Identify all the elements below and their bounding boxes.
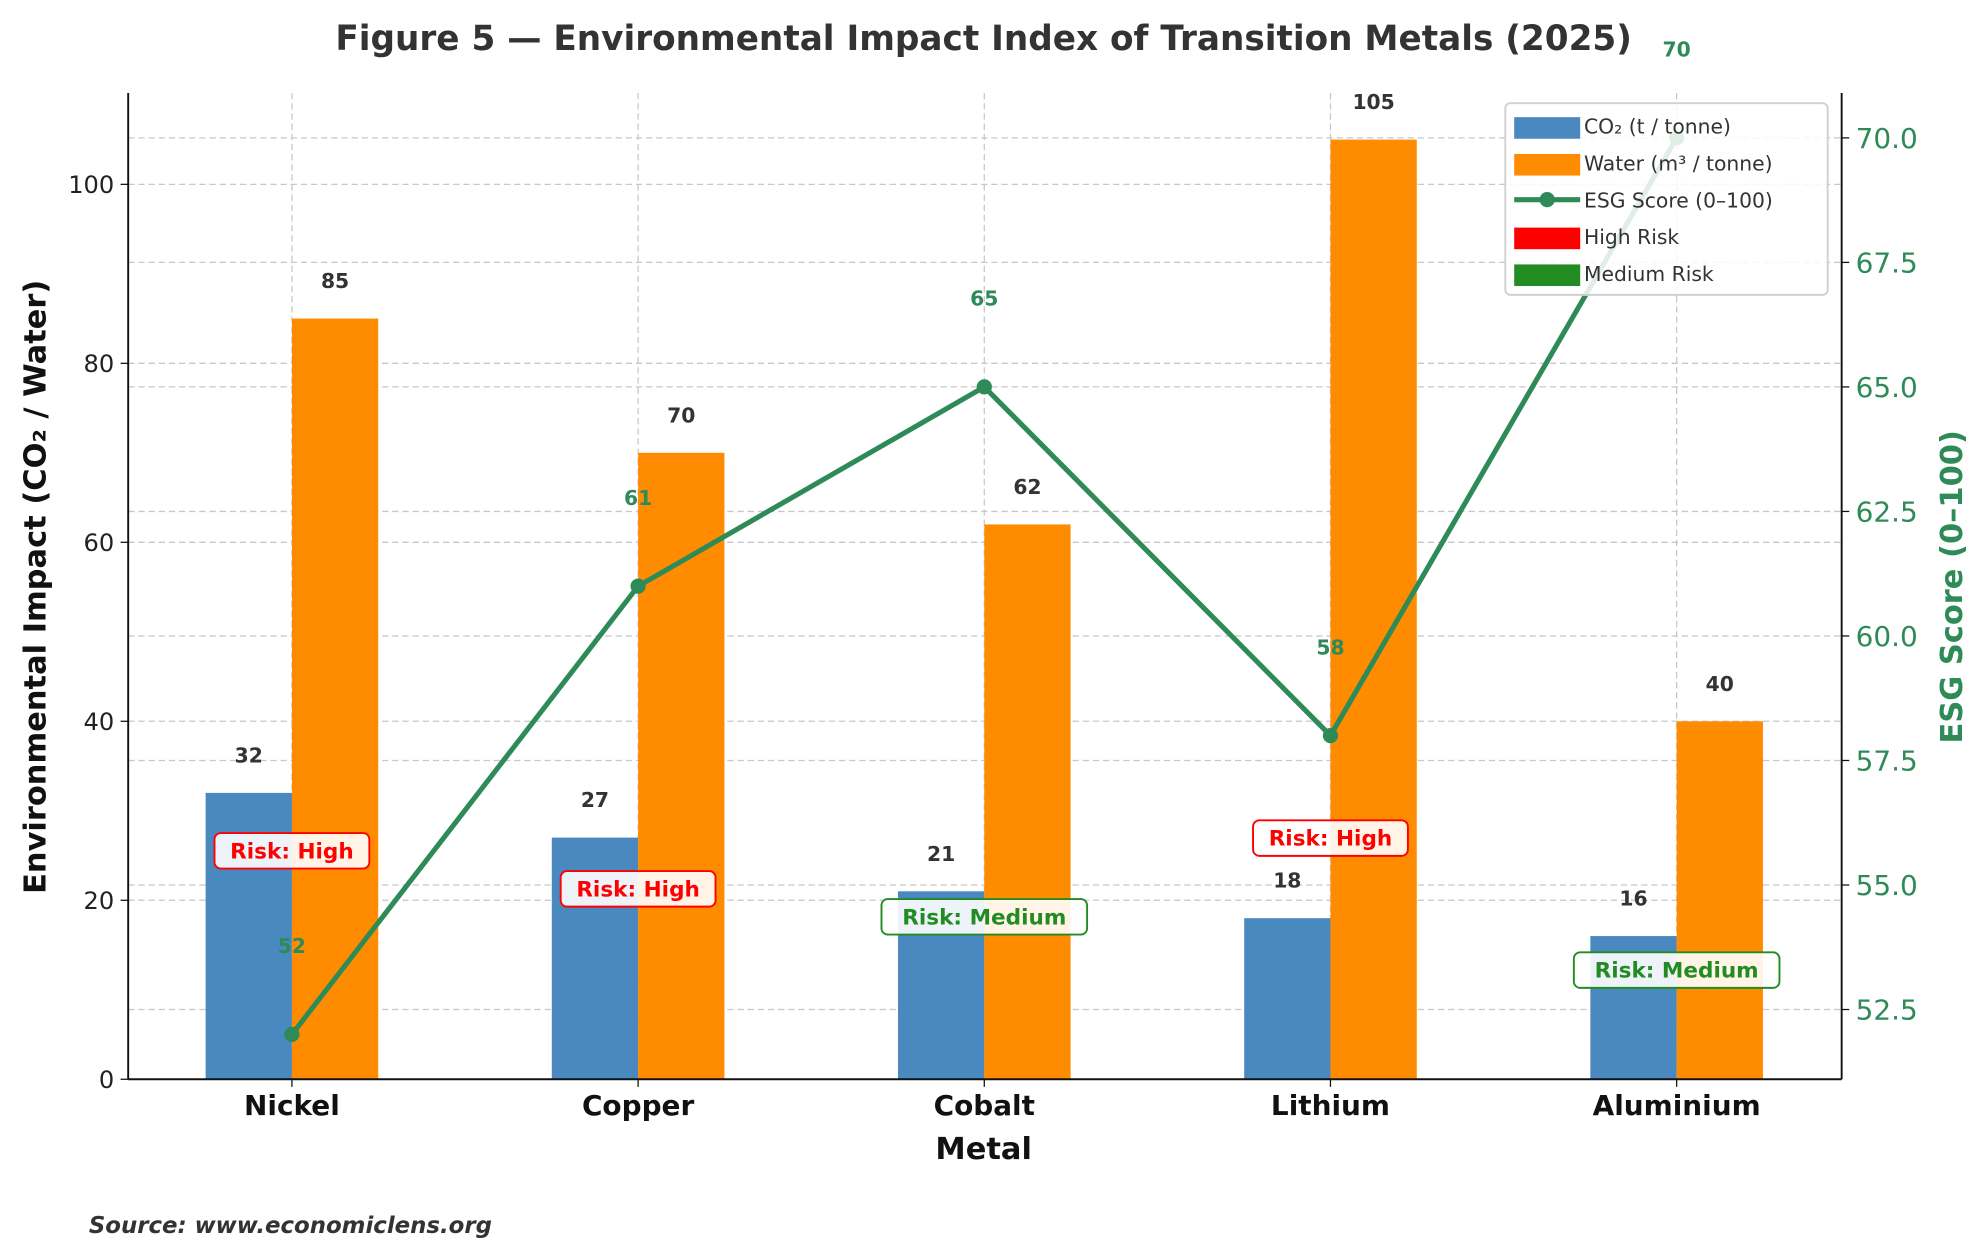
label-esg: 61 [624,486,652,510]
bar-water [291,318,379,1080]
legend-swatch [1514,117,1581,139]
risk-badge-box [880,898,1089,936]
y2-tick-label: 52.5 [1856,994,1918,1027]
label-co2: 27 [581,788,609,812]
legend-marker [1539,192,1555,208]
risk-badge-box [1572,951,1781,989]
label-water: 40 [1706,672,1734,696]
bar-co2 [1244,918,1331,1080]
risk-badge-label: Risk: Medium [902,905,1066,930]
risk-badge-box [559,870,717,908]
value-labels: 32 27 21 18 16 85 70 62 105 40 52 61 65 58 70 Risk: Hig… [213,38,1781,989]
legend-label: CO₂ (t / tonne) [1584,115,1731,139]
chart-title: Figure 5 — Environmental Impact Index of… [335,19,1632,59]
y2-axis-label: ESG Score (0–100) [1935,430,1970,743]
axes: 0 20 40 60 80 100 52.5 55.0 57.5 60.0 62.5 65.0 67.5… [68,93,1918,1122]
risk-badge-box [1252,819,1409,857]
risk-badge: Risk: High [213,832,371,870]
x-tick-label: Lithium [1271,1089,1390,1122]
risk-badge-label: Risk: High [1269,827,1393,852]
y2-tick-label: 67.5 [1856,247,1918,280]
esg-point [284,1026,300,1043]
risk-badge: Risk: High [1252,819,1409,857]
esg-point [630,578,646,594]
x-tick-label: Copper [582,1089,695,1122]
y-tick-label: 20 [84,887,115,915]
esg-point [976,379,992,395]
y2-tick-label: 57.5 [1856,745,1918,778]
y-tick-label: 40 [84,708,115,736]
label-esg: 52 [278,934,306,958]
legend-swatch [1514,153,1581,176]
label-water: 105 [1352,90,1394,114]
risk-badge: Risk: Medium [880,898,1089,936]
legend-box [1504,102,1829,296]
y2-tick-label: 60.0 [1856,620,1918,653]
bar-water [638,452,725,1080]
y-tick-label: 100 [68,171,114,199]
esg-point [1322,727,1339,744]
bar-water [1676,721,1763,1080]
label-co2: 16 [1619,887,1647,911]
y2-tick-label: 62.5 [1856,496,1918,529]
risk-badge-label: Risk: High [576,877,700,902]
legend-swatch [1514,227,1581,250]
label-water: 62 [1013,475,1041,499]
legend-swatch [1514,264,1581,286]
legend-label: High Risk [1584,225,1679,249]
risk-badge-box [213,832,371,870]
y-tick-label: 60 [84,529,115,557]
legend-label: Medium Risk [1584,262,1714,286]
y2-tick-label: 65.0 [1856,371,1918,404]
risk-badge-label: Risk: High [230,839,354,864]
y-tick-label: 0 [99,1066,114,1094]
x-tick-label: Aluminium [1593,1089,1761,1122]
x-axis-label: Metal [935,1132,1032,1167]
y2-tick-label: 55.0 [1856,869,1918,902]
label-co2: 21 [927,842,955,866]
label-water: 85 [321,269,349,293]
risk-badge: Risk: High [559,870,717,908]
legend-label: ESG Score (0–100) [1584,188,1773,212]
label-co2: 32 [235,743,263,767]
risk-badge: Risk: Medium [1572,951,1781,989]
legend: CO₂ (t / tonne) Water (m³ / tonne) ESG Sco… [1504,102,1829,296]
y2-tick-label: 70.0 [1856,122,1918,155]
bar-water [984,524,1071,1080]
label-esg: 70 [1663,38,1691,62]
label-co2: 18 [1273,869,1301,893]
source-note: Source: www.economiclens.org [89,1213,492,1239]
x-tick-label: Nickel [244,1089,340,1122]
y-axis-label: Environmental Impact (CO₂ / Water) [19,280,54,894]
legend-label: Water (m³ / tonne) [1584,151,1773,175]
y-tick-label: 80 [84,350,115,378]
x-tick-label: Cobalt [934,1089,1035,1122]
label-water: 70 [667,403,695,427]
risk-badge-label: Risk: Medium [1595,959,1759,984]
label-esg: 65 [970,287,998,311]
label-esg: 58 [1316,635,1344,659]
